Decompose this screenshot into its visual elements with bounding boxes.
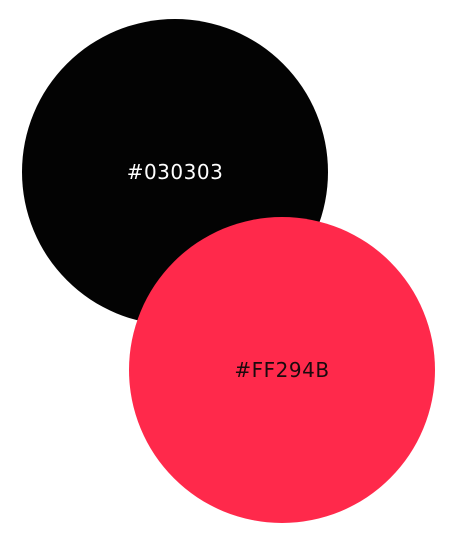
swatch-hex-label: #FF294B bbox=[234, 358, 330, 382]
swatch-hex-label: #030303 bbox=[126, 160, 224, 184]
color-swatch-red: #FF294B bbox=[129, 217, 435, 523]
